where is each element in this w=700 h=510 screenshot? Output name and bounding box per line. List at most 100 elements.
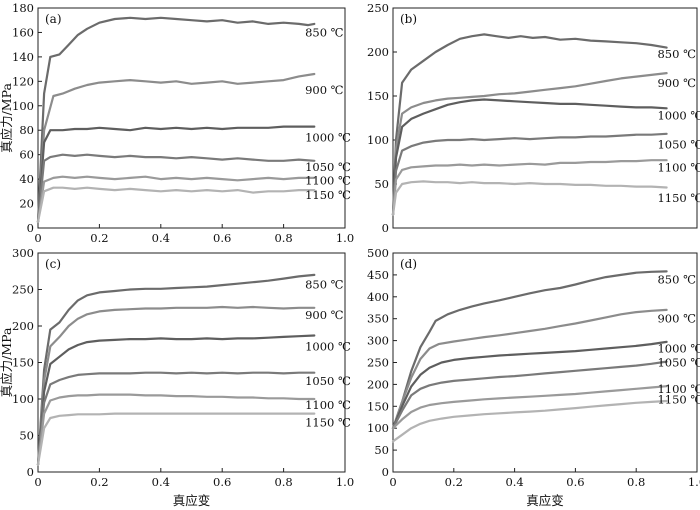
x-tick-label: 0.2 (90, 231, 108, 245)
x-tick-label: 0.8 (274, 231, 292, 245)
y-tick-label: 140 (12, 50, 34, 64)
y-tick-label: 160 (12, 25, 34, 39)
panel-label: (a) (45, 12, 62, 26)
series-line (36, 125, 316, 223)
series-label: 1050 ℃ (305, 374, 351, 388)
series-label: 1000 ℃ (657, 108, 700, 122)
series-line (36, 186, 316, 223)
series-label: 1100 ℃ (657, 160, 700, 174)
series-line (36, 412, 316, 466)
y-tick-label: 300 (12, 246, 34, 260)
y-tick-label: 50 (374, 443, 389, 457)
y-tick-label: 180 (12, 1, 34, 15)
series-line (36, 305, 316, 466)
x-tick-label: 0.6 (566, 475, 584, 489)
x-tick-label: 1.0 (336, 475, 354, 489)
series-label: 1050 ℃ (657, 137, 700, 151)
series-line (391, 360, 668, 430)
series-label: 850 ℃ (657, 272, 696, 286)
series-label: 1100 ℃ (305, 398, 351, 412)
series-line (391, 159, 668, 216)
panel-4: 0 50 100 150 200 250 300 350 400 450 500 0 0.2 0.4 0.6… (367, 246, 700, 508)
panel-label: (d) (400, 257, 417, 271)
series-line (391, 340, 668, 430)
x-tick-label: 0.6 (213, 475, 231, 489)
series-label: 1150 ℃ (305, 415, 351, 429)
panel-2: 0 50 100 150 200 250 (b) 850 ℃ 900 ℃ 1000 ℃ 1050 ℃… (367, 1, 700, 235)
panel-label: (c) (45, 257, 61, 271)
series-line (36, 175, 316, 223)
y-tick-label: 150 (367, 89, 389, 103)
y-tick-label: 350 (367, 312, 389, 326)
x-tick-label: 1.0 (336, 231, 354, 245)
y-tick-label: 100 (367, 133, 389, 147)
panel-label: (b) (400, 12, 417, 26)
x-tick-label: 0.4 (505, 475, 523, 489)
y-tick-label: 0 (382, 465, 389, 479)
series-line (391, 132, 668, 216)
y-tick-label: 80 (19, 123, 34, 137)
y-tick-label: 20 (19, 197, 34, 211)
series-line (36, 72, 316, 223)
plot-frame (392, 7, 698, 229)
series-label: 1050 ℃ (305, 160, 351, 174)
x-tick-label: 0 (34, 475, 41, 489)
series-line (391, 308, 668, 430)
y-tick-label: 100 (12, 392, 34, 406)
x-tick-label: 0.8 (274, 475, 292, 489)
y-tick-label: 0 (382, 221, 389, 235)
series-line (391, 270, 668, 430)
series-line (36, 334, 316, 466)
y-tick-label: 200 (367, 45, 389, 59)
series-line (36, 393, 316, 466)
series-line (391, 385, 668, 430)
panel-1: 0 20 40 60 80 100 120 140 160 180 0 0.2 0.4 0.6 0.8 1.0… (0, 1, 354, 245)
x-tick-label: 0.2 (445, 475, 463, 489)
series-label: 900 ℃ (305, 308, 344, 322)
series-label: 1150 ℃ (657, 191, 700, 205)
x-tick-label: 1.0 (688, 475, 700, 489)
x-tick-label: 0.6 (213, 231, 231, 245)
series-label: 900 ℃ (305, 83, 344, 97)
y-tick-label: 120 (12, 74, 34, 88)
series-label: 900 ℃ (657, 76, 696, 90)
y-tick-label: 40 (19, 172, 34, 186)
y-tick-label: 450 (367, 268, 389, 282)
x-tick-label: 0 (389, 475, 396, 489)
series-label: 1150 ℃ (305, 188, 351, 202)
x-tick-label: 0 (34, 231, 41, 245)
y-tick-label: 250 (367, 356, 389, 370)
y-tick-label: 200 (367, 377, 389, 391)
series-line (391, 72, 668, 216)
panel-3: 0 50 100 150 200 250 300 0 0.2 0.4 0.6 0.8 1.0 (c) 850… (0, 246, 354, 508)
x-tick-label: 0.2 (90, 475, 108, 489)
series-label: 1100 ℃ (305, 173, 351, 187)
series-line (391, 180, 668, 216)
y-tick-label: 50 (19, 429, 34, 443)
series-line (36, 153, 316, 223)
y-tick-label: 60 (19, 148, 34, 162)
y-tick-label: 0 (27, 465, 34, 479)
series-line (36, 273, 316, 466)
series-label: 850 ℃ (657, 47, 696, 61)
series-label: 1000 ℃ (305, 339, 351, 353)
series-line (391, 399, 668, 443)
series-line (36, 16, 316, 223)
y-tick-label: 500 (367, 246, 389, 260)
plot-frame (392, 252, 698, 473)
series-line (36, 371, 316, 466)
x-tick-label: 0.4 (152, 475, 170, 489)
series-line (391, 33, 668, 216)
series-label: 850 ℃ (305, 277, 344, 291)
x-axis-title: 真应变 (526, 493, 564, 508)
series-line (391, 98, 668, 216)
y-tick-label: 300 (367, 334, 389, 348)
y-axis-title: 真应力/MPa (0, 83, 14, 153)
series-label: 1000 ℃ (305, 131, 351, 145)
y-tick-label: 100 (367, 421, 389, 435)
y-tick-label: 100 (12, 99, 34, 113)
series-label: 900 ℃ (657, 312, 696, 326)
y-tick-label: 250 (12, 283, 34, 297)
plot-frame (37, 7, 346, 229)
